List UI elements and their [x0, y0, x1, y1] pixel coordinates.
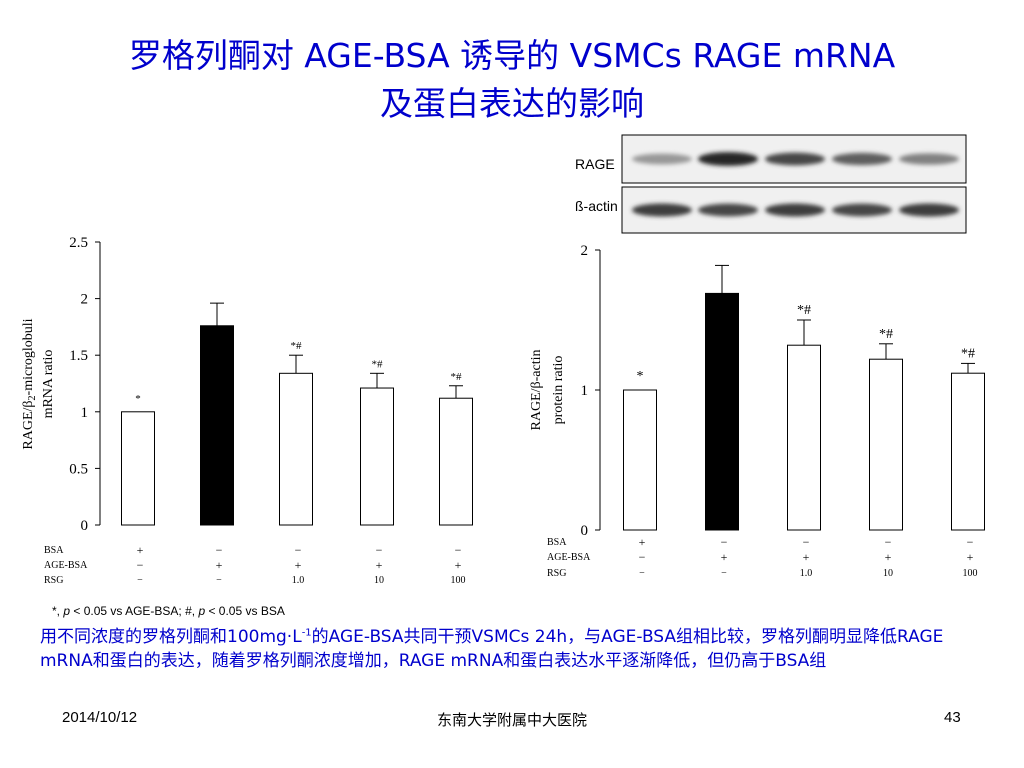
blot-band — [698, 203, 758, 217]
treatment-cell: − — [216, 543, 223, 557]
blot-band — [698, 152, 758, 166]
y-tick-label: 2 — [81, 292, 89, 308]
treatment-cell: − — [967, 535, 974, 549]
bar — [279, 372, 313, 526]
title-line-2: 及蛋白表达的影响 — [380, 84, 644, 123]
blot-label-beta-actin: ß-actin — [575, 198, 618, 214]
bar — [121, 411, 155, 526]
treatment-cell: + — [967, 550, 974, 564]
treatment-label: RSG — [547, 568, 566, 579]
y-axis-label-line-1: RAGE/β-actin — [529, 350, 544, 431]
treatment-cell: 1.0 — [800, 568, 813, 579]
treatment-cell: − — [803, 535, 810, 549]
bar — [623, 389, 657, 531]
y-tick-label: 1 — [581, 383, 589, 399]
bar — [360, 387, 394, 526]
bar — [869, 358, 903, 531]
y-tick-label: 1 — [81, 405, 89, 421]
treatment-cell: − — [455, 543, 462, 557]
significance-label: *# — [372, 358, 384, 370]
treatment-cell: − — [216, 575, 222, 586]
significance-label: *# — [797, 303, 811, 318]
significance-label: * — [135, 393, 141, 405]
significance-label: *# — [879, 327, 893, 342]
blot-band — [899, 153, 959, 165]
bar — [787, 344, 821, 531]
summary-text: 用不同浓度的罗格列酮和100mg·L-1的AGE-BSA共同干预VSMCs 24… — [40, 627, 944, 671]
significance-label: * — [637, 369, 644, 384]
treatment-cell: − — [137, 575, 143, 586]
bar-chart-1: 0 0.5 1 1.5 2 2.5 RAGE/β2-microglobuli mRNA rat… — [21, 235, 473, 586]
treatment-cell: − — [885, 535, 892, 549]
treatment-label: RSG — [44, 575, 63, 586]
treatment-label: AGE-BSA — [44, 560, 88, 571]
footer-organization: 东南大学附属中大医院 — [436, 711, 587, 729]
footer-date: 2014/10/12 — [62, 709, 138, 726]
y-axis-label-line-2: mRNA ratio — [41, 350, 56, 419]
y-tick-label: 1.5 — [69, 348, 88, 364]
y-tick-label: 0.5 — [69, 461, 88, 477]
treatment-cell: 100 — [451, 575, 466, 586]
treatment-cell: + — [721, 550, 728, 564]
treatment-cell: − — [639, 550, 646, 564]
footnote: *, p < 0.05 vs AGE-BSA; #, p < 0.05 vs B… — [52, 604, 285, 618]
y-tick-label: 2.5 — [69, 235, 88, 251]
treatment-label: BSA — [547, 537, 567, 548]
significance-label: *# — [961, 346, 975, 361]
treatment-cell: − — [295, 543, 302, 557]
bar — [705, 292, 739, 531]
y-tick-label: 2 — [581, 243, 589, 259]
blot-band — [765, 152, 825, 166]
bar — [951, 372, 985, 531]
treatment-cell: − — [639, 568, 645, 579]
treatment-cell: + — [885, 550, 892, 564]
blot-band — [765, 203, 825, 217]
treatment-label: AGE-BSA — [547, 552, 591, 563]
blot-band — [632, 153, 692, 165]
slide-title: 罗格列酮对 AGE-BSA 诱导的 VSMCs RAGE mRNA 及蛋白表达的… — [0, 32, 1024, 128]
blot-band — [832, 152, 892, 166]
significance-label: *# — [291, 340, 303, 352]
treatment-cell: + — [455, 558, 462, 572]
treatment-cell: + — [376, 558, 383, 572]
blot-label-rage: RAGE — [575, 156, 615, 172]
treatment-cell: 10 — [883, 568, 893, 579]
treatment-cell: + — [137, 543, 144, 557]
treatment-cell: 1.0 — [292, 575, 305, 586]
treatment-cell: − — [137, 558, 144, 572]
treatment-cell: + — [216, 558, 223, 572]
bar — [439, 397, 473, 526]
treatment-cell: − — [721, 535, 728, 549]
treatment-cell: − — [376, 543, 383, 557]
title-line-1: 罗格列酮对 AGE-BSA 诱导的 VSMCs RAGE mRNA — [128, 36, 896, 75]
treatment-cell: 100 — [963, 568, 978, 579]
footer-page-number: 43 — [944, 709, 961, 726]
treatment-cell: 10 — [374, 575, 384, 586]
western-blot: RAGE ß-actin — [575, 134, 967, 234]
treatment-cell: + — [639, 535, 646, 549]
y-axis-label-line-2: protein ratio — [551, 356, 566, 425]
blot-band — [632, 203, 692, 217]
treatment-cell: + — [803, 550, 810, 564]
treatment-cell: − — [721, 568, 727, 579]
treatment-cell: + — [295, 558, 302, 572]
y-tick-label: 0 — [81, 518, 89, 534]
blot-band — [899, 203, 959, 217]
y-axis-label-line-1: RAGE/β2-microglobuli — [21, 318, 38, 449]
significance-label: *# — [451, 371, 463, 383]
y-tick-label: 0 — [581, 523, 589, 539]
treatment-label: BSA — [44, 545, 64, 556]
bar — [200, 325, 234, 526]
blot-band — [832, 203, 892, 217]
